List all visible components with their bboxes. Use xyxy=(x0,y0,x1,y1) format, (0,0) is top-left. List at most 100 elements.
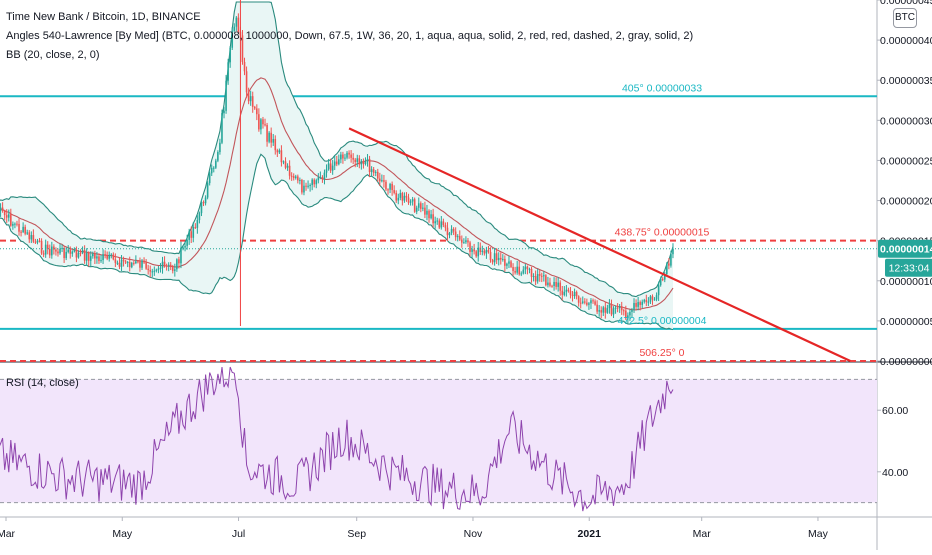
candle-body[interactable] xyxy=(258,114,260,130)
candle-body[interactable] xyxy=(235,17,238,27)
candle-body[interactable] xyxy=(130,262,133,268)
candle-body[interactable] xyxy=(364,161,367,165)
candle-body[interactable] xyxy=(616,307,619,309)
candle-body[interactable] xyxy=(510,261,512,268)
candle-body[interactable] xyxy=(422,207,424,209)
candle-body[interactable] xyxy=(153,270,156,272)
candle-body[interactable] xyxy=(430,214,432,219)
candle-body[interactable] xyxy=(612,308,615,315)
candle-body[interactable] xyxy=(508,261,510,264)
candle-body[interactable] xyxy=(280,150,283,163)
candle-body[interactable] xyxy=(450,228,453,233)
candle-body[interactable] xyxy=(120,259,123,267)
candle-body[interactable] xyxy=(282,161,285,163)
candle-body[interactable] xyxy=(57,251,59,254)
candle-body[interactable] xyxy=(438,220,441,228)
candle-body[interactable] xyxy=(229,47,231,63)
candle-body[interactable] xyxy=(69,249,72,254)
candle-body[interactable] xyxy=(625,310,627,319)
candle-body[interactable] xyxy=(61,247,63,249)
candle-body[interactable] xyxy=(145,262,147,269)
candle-body[interactable] xyxy=(426,210,428,215)
candle-body[interactable] xyxy=(83,250,86,261)
candle-body[interactable] xyxy=(194,227,197,229)
candle-body[interactable] xyxy=(217,152,219,161)
bb-upper-band[interactable] xyxy=(0,1,674,298)
candle-body[interactable] xyxy=(590,300,592,304)
candle-body[interactable] xyxy=(391,183,393,191)
candle-body[interactable] xyxy=(124,261,127,263)
candle-body[interactable] xyxy=(286,165,289,168)
candle-body[interactable] xyxy=(87,252,90,261)
candle-body[interactable] xyxy=(301,179,303,193)
candle-body[interactable] xyxy=(237,17,240,32)
candle-body[interactable] xyxy=(545,275,547,286)
candle-body[interactable] xyxy=(487,249,490,252)
main-pane-bg[interactable] xyxy=(0,0,877,362)
candle-body[interactable] xyxy=(28,232,31,240)
candle-body[interactable] xyxy=(491,259,494,263)
candle-body[interactable] xyxy=(307,185,309,187)
candle-body[interactable] xyxy=(598,310,600,312)
candle-body[interactable] xyxy=(81,250,84,254)
candle-body[interactable] xyxy=(12,224,14,226)
candle-body[interactable] xyxy=(71,251,74,254)
candle-body[interactable] xyxy=(428,210,430,219)
candle-body[interactable] xyxy=(313,179,316,185)
candle-body[interactable] xyxy=(575,291,578,297)
candle-body[interactable] xyxy=(415,207,418,212)
candle-body[interactable] xyxy=(262,119,264,125)
candle-body[interactable] xyxy=(663,274,666,280)
candle-body[interactable] xyxy=(169,264,172,268)
candle-body[interactable] xyxy=(96,256,98,259)
candle-body[interactable] xyxy=(294,176,297,179)
candle-body[interactable] xyxy=(278,150,281,153)
candle-body[interactable] xyxy=(290,175,293,177)
candle-body[interactable] xyxy=(122,259,125,262)
candle-body[interactable] xyxy=(424,207,426,215)
candle-body[interactable] xyxy=(98,256,100,262)
candle-body[interactable] xyxy=(0,207,2,212)
candle-body[interactable] xyxy=(137,261,139,263)
candle-body[interactable] xyxy=(247,92,250,102)
candle-body[interactable] xyxy=(186,239,188,246)
candle-body[interactable] xyxy=(198,213,201,221)
candle-body[interactable] xyxy=(210,167,213,174)
candle-body[interactable] xyxy=(522,269,525,274)
candle-body[interactable] xyxy=(504,258,506,266)
candle-body[interactable] xyxy=(59,248,61,254)
candle-body[interactable] xyxy=(182,247,184,249)
candle-body[interactable] xyxy=(594,301,596,305)
countdown-tag[interactable] xyxy=(885,258,932,277)
candle-body[interactable] xyxy=(284,161,287,168)
candle-body[interactable] xyxy=(348,152,350,155)
candle-body[interactable] xyxy=(266,124,268,142)
candle-body[interactable] xyxy=(319,177,322,179)
candle-body[interactable] xyxy=(225,80,227,111)
candle-body[interactable] xyxy=(573,291,576,297)
candle-body[interactable] xyxy=(413,199,416,212)
candle-body[interactable] xyxy=(149,270,152,272)
candle-body[interactable] xyxy=(499,257,502,260)
candle-body[interactable] xyxy=(299,179,301,181)
candle-body[interactable] xyxy=(171,267,174,271)
candle-body[interactable] xyxy=(432,214,434,224)
candle-body[interactable] xyxy=(321,177,324,180)
candle-body[interactable] xyxy=(372,169,375,173)
candle-body[interactable] xyxy=(143,260,145,263)
candle-body[interactable] xyxy=(141,260,143,268)
candle-body[interactable] xyxy=(3,210,6,216)
rsi-label[interactable]: RSI (14, close) xyxy=(6,377,79,389)
candle-body[interactable] xyxy=(94,253,96,259)
candle-body[interactable] xyxy=(329,163,332,171)
candle-body[interactable] xyxy=(485,249,488,254)
candle-body[interactable] xyxy=(463,242,465,244)
candle-body[interactable] xyxy=(604,307,607,313)
candle-body[interactable] xyxy=(483,250,486,254)
candle-body[interactable] xyxy=(65,251,67,259)
candle-body[interactable] xyxy=(264,124,266,126)
candle-body[interactable] xyxy=(223,110,225,114)
candle-body[interactable] xyxy=(473,249,475,252)
candle-body[interactable] xyxy=(379,178,381,182)
candle-body[interactable] xyxy=(516,266,518,273)
